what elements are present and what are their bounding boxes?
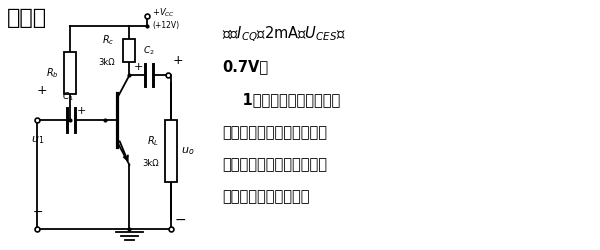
Text: $u_o$: $u_o$ [181,145,194,157]
Text: 3kΩ: 3kΩ [143,159,160,168]
Text: 0.7V。: 0.7V。 [222,59,268,74]
Text: +: + [133,62,143,72]
Text: +: + [37,84,47,97]
Text: $R_L$: $R_L$ [147,134,160,148]
Text: 若带负载的情况下呢？: 若带负载的情况下呢？ [222,190,310,204]
Text: 1．在空载情况下，当输: 1．在空载情况下，当输 [222,93,340,108]
Text: (+12V): (+12V) [152,21,179,30]
Text: $R_c$: $R_c$ [102,34,115,47]
Text: 3kΩ: 3kΩ [98,58,115,67]
Text: 讨论二: 讨论二 [7,8,47,28]
Text: $R_b$: $R_b$ [46,66,59,80]
Text: +: + [173,54,184,67]
Bar [124,39,136,62]
Text: 入信号增大时，电路首先出: 入信号增大时，电路首先出 [222,125,327,140]
Text: 现饱和失真还是截止失真？: 现饱和失真还是截止失真？ [222,157,327,172]
Text: $C_2$: $C_2$ [143,44,155,57]
Text: $u_1$: $u_1$ [31,134,44,146]
Bar [166,120,177,182]
Text: $+V_{CC}$: $+V_{CC}$ [152,7,175,20]
Bar [64,52,76,94]
Text: −: − [32,206,43,218]
Text: +: + [77,106,86,116]
Text: 已知$I_{CQ}$＝2mA，$U_{CES}$＝: 已知$I_{CQ}$＝2mA，$U_{CES}$＝ [222,24,346,44]
Text: −: − [174,212,186,226]
Text: $C_1$: $C_1$ [62,90,74,102]
